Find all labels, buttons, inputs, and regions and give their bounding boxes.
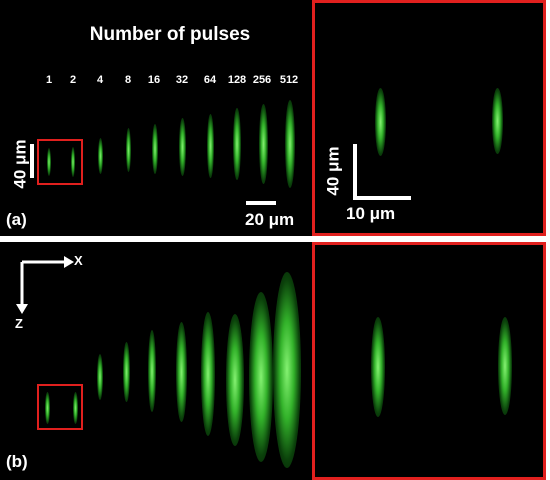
modification-streak <box>371 317 385 417</box>
pulse-count-label: 8 <box>124 74 132 86</box>
modification-streak <box>126 128 131 172</box>
scale-bar-horizontal-label: 10 μm <box>346 204 396 223</box>
pulse-count-label: 2 <box>69 74 77 86</box>
modification-streak <box>201 312 215 436</box>
modification-streak <box>285 100 295 188</box>
pulse-count-label: 1 <box>45 74 53 86</box>
modification-streak <box>375 88 386 156</box>
scale-bar-vertical <box>30 144 34 178</box>
modification-streak <box>273 272 301 468</box>
panel-b-zoom <box>312 242 546 480</box>
scale-bar-vertical-label: 40 μm <box>10 139 30 189</box>
modification-streak <box>98 138 103 174</box>
axis-x-label: X <box>74 253 83 268</box>
axis-z-label: Z <box>15 316 23 331</box>
modification-streak <box>207 114 214 178</box>
modification-streak <box>148 330 156 412</box>
modification-streak <box>152 124 158 174</box>
panel-a-overview: Number of pulses 1 2 4 8 16 32 64 128 25… <box>0 0 312 236</box>
modification-streak <box>47 148 51 176</box>
axis-indicator <box>16 256 74 314</box>
pulse-count-label: 512 <box>279 74 299 86</box>
modification-streak <box>176 322 187 422</box>
modification-streak <box>233 108 241 180</box>
panel-b-label: (b) <box>6 452 28 471</box>
modification-streak <box>498 317 512 415</box>
pulse-count-label: 32 <box>175 74 189 86</box>
modification-streak <box>45 392 50 424</box>
zoom-region-box <box>37 384 83 430</box>
pulse-count-label: 4 <box>96 74 104 86</box>
panel-title: Number of pulses <box>89 24 251 45</box>
panel-b-overview: X Z (b) <box>0 242 312 480</box>
modification-streak <box>71 147 75 177</box>
scale-bar-horizontal <box>246 201 276 205</box>
zoom-region-box <box>37 139 83 185</box>
modification-streak <box>259 104 268 184</box>
pulse-count-label: 16 <box>147 74 161 86</box>
pulse-count-label: 64 <box>203 74 217 86</box>
pulse-count-label: 256 <box>252 74 272 86</box>
panel-a-label: (a) <box>6 210 27 229</box>
panel-a-zoom: 40 μm 10 μm <box>312 0 546 236</box>
modification-streak <box>97 354 103 400</box>
scale-bar-horizontal-label: 20 μm <box>245 210 295 229</box>
modification-streak <box>179 118 186 176</box>
modification-streak <box>73 392 78 424</box>
pulse-count-label: 128 <box>227 74 247 86</box>
modification-streak <box>226 314 244 446</box>
modification-streak <box>123 342 130 402</box>
modification-streak <box>492 88 503 154</box>
modification-streak <box>249 292 273 462</box>
scale-bar-vertical-label: 40 μm <box>323 146 343 196</box>
scale-bar-vertical <box>353 144 357 200</box>
scale-bar-horizontal <box>353 196 411 200</box>
